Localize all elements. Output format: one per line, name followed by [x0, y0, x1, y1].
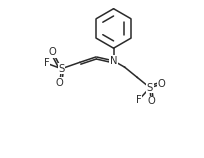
- Text: F: F: [135, 95, 141, 105]
- Text: N: N: [109, 56, 117, 66]
- Text: O: O: [49, 47, 56, 57]
- Text: O: O: [146, 96, 154, 106]
- Text: F: F: [43, 58, 49, 68]
- Text: S: S: [58, 64, 64, 74]
- Text: O: O: [56, 78, 63, 88]
- Text: S: S: [146, 83, 152, 93]
- Text: O: O: [157, 79, 165, 89]
